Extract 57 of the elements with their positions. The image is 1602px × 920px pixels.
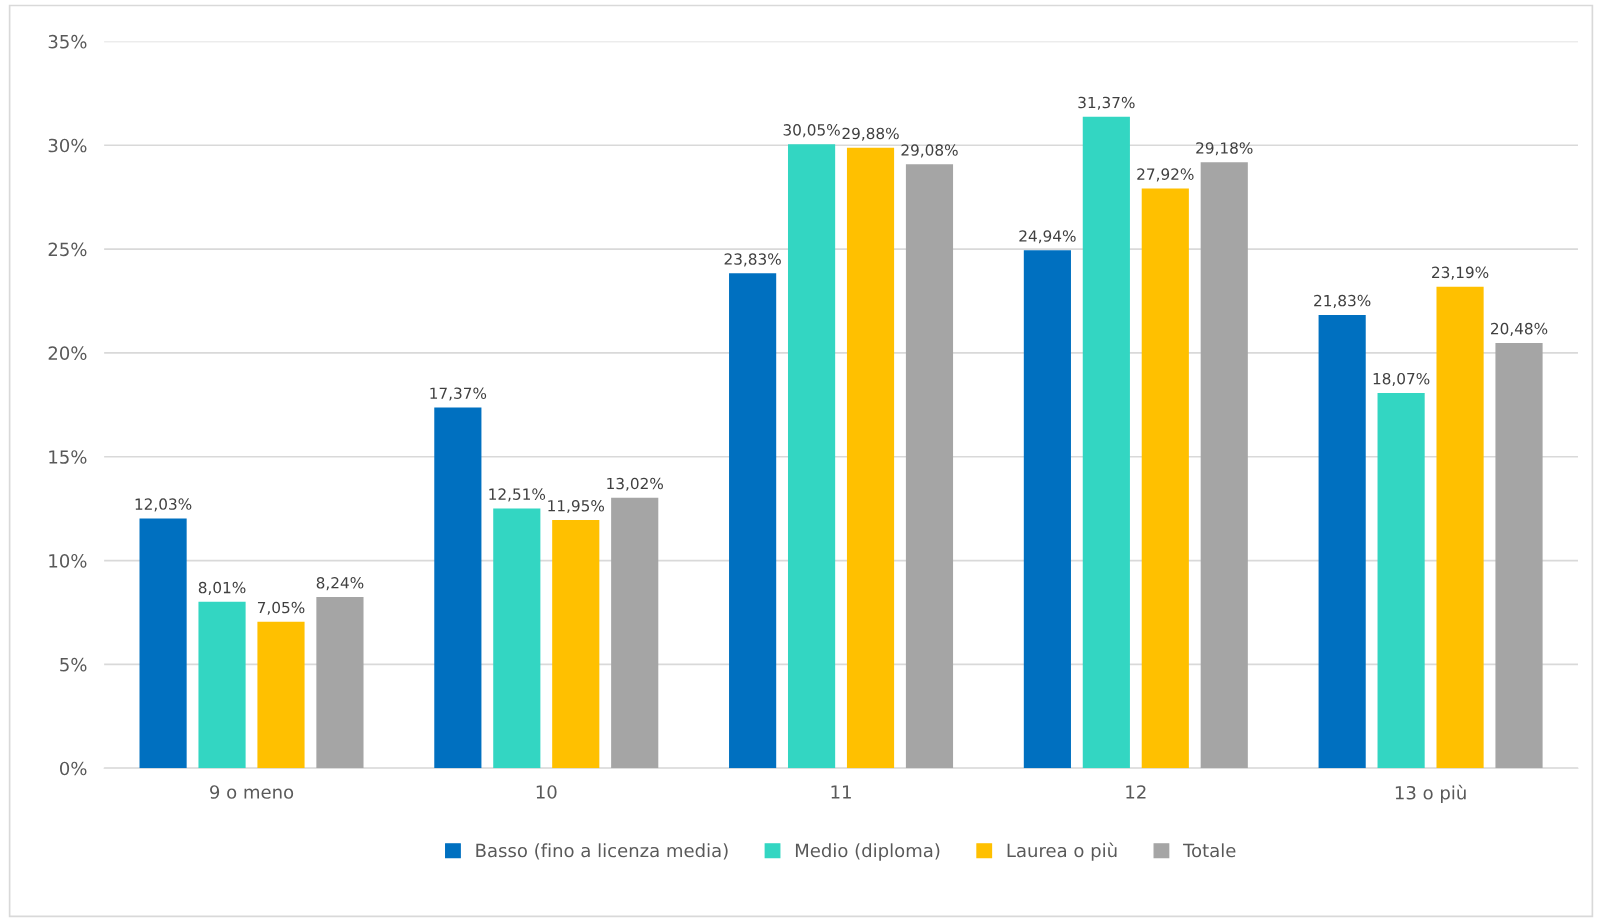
- bar: [905, 164, 954, 769]
- data-label: 17,37%: [430, 387, 487, 401]
- data-label: 31,37%: [1078, 96, 1135, 110]
- legend-label: Laurea o più: [1007, 842, 1117, 861]
- legend-label: Totale: [1183, 843, 1236, 858]
- data-label: 29,88%: [842, 127, 899, 141]
- data-label: 24,94%: [1019, 230, 1076, 244]
- bar: [1023, 250, 1071, 769]
- y-tick-label: 15%: [49, 450, 87, 464]
- bar: [1495, 342, 1543, 769]
- bar: [552, 520, 600, 769]
- bar: [1141, 188, 1189, 769]
- data-label: 13,02%: [607, 477, 663, 491]
- bar: [198, 601, 246, 769]
- y-tick-label: 25%: [48, 242, 87, 257]
- bar: [257, 621, 305, 769]
- y-tick-label: 10%: [49, 554, 87, 568]
- data-label: 21,83%: [1314, 294, 1371, 308]
- bar: [493, 508, 541, 769]
- data-label: 27,92%: [1137, 168, 1194, 182]
- data-label: 18,07%: [1373, 372, 1430, 387]
- data-label: 11,95%: [548, 499, 605, 514]
- data-label: 20,48%: [1491, 322, 1548, 336]
- data-label: 12,03%: [135, 498, 192, 512]
- bar: [139, 518, 187, 769]
- x-tick-label: 12: [1126, 785, 1146, 799]
- bar: [434, 407, 482, 769]
- y-tick-label: 5%: [60, 657, 87, 672]
- x-tick-label: 13 o più: [1395, 784, 1466, 804]
- data-label: 8,24%: [316, 577, 364, 591]
- data-label: 30,05%: [783, 124, 840, 138]
- x-tick-label: 10: [536, 785, 557, 799]
- bar: [611, 497, 659, 769]
- bar: [1200, 162, 1248, 769]
- legend-label: Basso (fino a licenza media): [476, 843, 728, 860]
- data-label: 29,08%: [901, 144, 958, 158]
- bar: [846, 147, 895, 769]
- data-label: 8,01%: [198, 581, 246, 595]
- legend-label: Medio (diploma): [795, 843, 940, 861]
- y-tick-label: 30%: [48, 138, 87, 153]
- bar: [1436, 286, 1484, 769]
- data-label: 29,18%: [1196, 142, 1253, 156]
- data-label: 23,19%: [1432, 266, 1489, 280]
- bar: [316, 597, 364, 769]
- bar: [729, 273, 777, 769]
- y-tick-label: 20%: [48, 346, 87, 360]
- bar: [1082, 116, 1130, 769]
- y-tick-label: 0%: [60, 761, 87, 776]
- data-label: 23,83%: [724, 253, 781, 267]
- x-tick-label: 11: [831, 785, 851, 799]
- bar: [1377, 392, 1425, 769]
- y-tick-label: 35%: [48, 34, 87, 49]
- data-label: 7,05%: [257, 601, 305, 615]
- bar: [787, 144, 836, 769]
- data-label: 12,51%: [489, 488, 546, 502]
- x-tick-label: 9 o meno: [210, 785, 294, 799]
- bar: [1318, 314, 1366, 769]
